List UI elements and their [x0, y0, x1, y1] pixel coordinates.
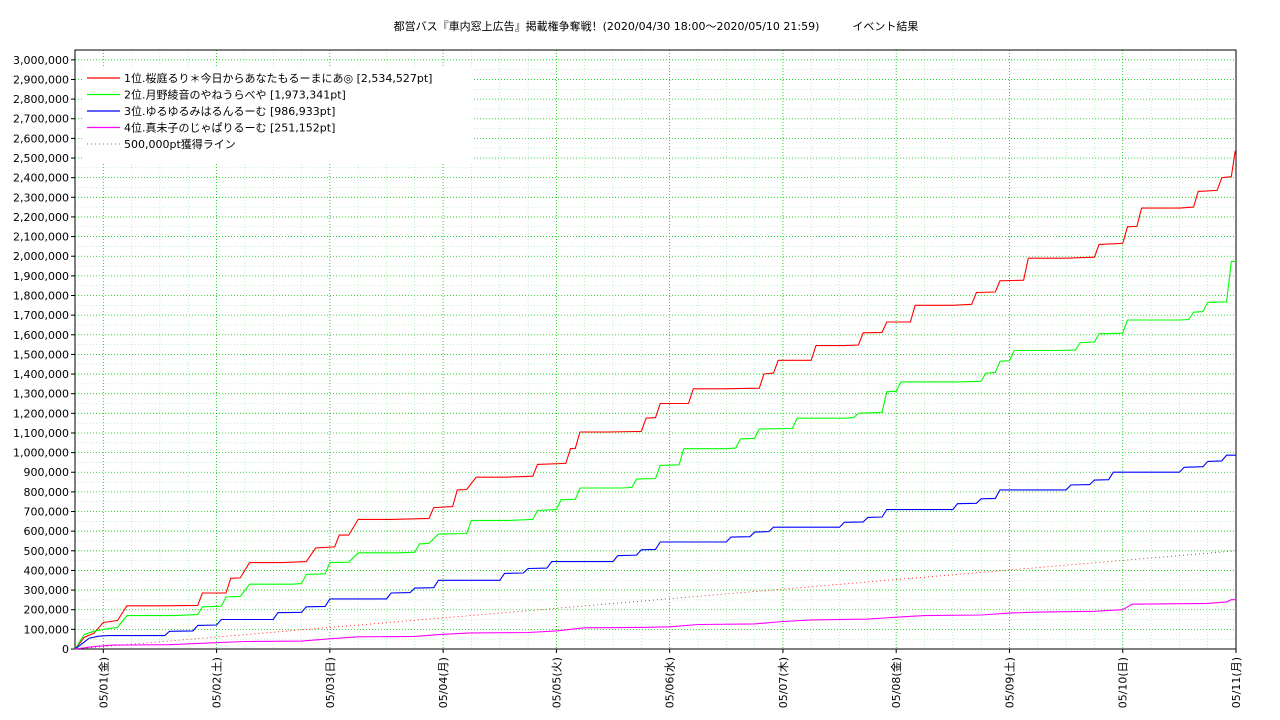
legend: 1位.桜庭るり＊今日からあなたもるーまにあ◎ [2,534,527pt] 2位.月… — [82, 66, 472, 163]
y-tick-label: 2,700,000 — [13, 113, 69, 126]
x-tick-label: 05/02(土) — [211, 657, 224, 708]
y-tick-label: 2,100,000 — [13, 231, 69, 244]
y-tick-label: 1,000,000 — [13, 447, 69, 460]
series-line-3 — [74, 454, 1236, 650]
y-tick-label: 100,000 — [24, 623, 70, 636]
x-tick-label: 05/01(金) — [96, 657, 110, 708]
y-tick-label: 2,600,000 — [13, 132, 69, 145]
plot-frame — [74, 49, 1237, 650]
legend-entry: 4位.真未子のじゃぱりるーむ [251,152pt] — [124, 121, 335, 135]
y-tick-label: 1,600,000 — [13, 329, 69, 342]
y-tick-label: 2,800,000 — [13, 93, 69, 106]
y-tick-label: 600,000 — [24, 525, 70, 538]
y-tick-label: 1,300,000 — [13, 388, 69, 401]
legend-entry: 2位.月野綾音のやねうらべや [1,973,341pt] — [124, 88, 346, 102]
y-tick-label: 2,000,000 — [13, 250, 69, 263]
series-line-1 — [74, 150, 1236, 650]
x-tick-label: 05/07(木) — [777, 657, 790, 708]
y-tick-label: 1,700,000 — [13, 309, 69, 322]
y-tick-label: 200,000 — [24, 604, 70, 617]
y-tick-label: 1,200,000 — [13, 407, 69, 420]
y-tick-label: 3,000,000 — [13, 54, 69, 67]
y-tick-label: 400,000 — [24, 564, 70, 577]
x-tick-label: 05/09(土) — [1003, 657, 1016, 708]
x-tick-label: 05/03(日) — [324, 657, 337, 708]
legend-box — [82, 66, 472, 163]
y-tick-label: 2,500,000 — [13, 152, 69, 165]
y-tick-label: 1,900,000 — [13, 270, 69, 283]
y-tick-label: 1,400,000 — [13, 368, 69, 381]
y-tick-label: 1,500,000 — [13, 348, 69, 361]
y-tick-label: 2,400,000 — [13, 172, 69, 185]
y-tick-label: 0 — [62, 643, 69, 656]
legend-entry: 3位.ゆるゆるみはるんるーむ [986,933pt] — [124, 104, 335, 118]
y-tick-label: 800,000 — [24, 486, 70, 499]
series-line-2 — [74, 260, 1236, 650]
legend-entry: 1位.桜庭るり＊今日からあなたもるーまにあ◎ [2,534,527pt] — [124, 71, 432, 85]
x-tick-label: 05/05(火) — [550, 657, 563, 708]
x-tick-label: 05/06(水) — [664, 657, 677, 708]
y-tick-label: 700,000 — [24, 506, 70, 519]
chart-title: 都営バス『車内窓上広告』掲載権争奪戦！(2020/04/30 18:00～202… — [393, 20, 919, 33]
y-tick-label: 2,900,000 — [13, 73, 69, 86]
series-line-4 — [74, 599, 1236, 650]
y-tick-label: 2,300,000 — [13, 191, 69, 204]
y-tick-label: 1,100,000 — [13, 427, 69, 440]
legend-entry: 500,000pt獲得ライン — [124, 138, 236, 151]
x-tick-label: 05/08(金) — [889, 657, 903, 708]
y-tick-label: 900,000 — [24, 466, 70, 479]
y-tick-label: 2,200,000 — [13, 211, 69, 224]
y-tick-label: 500,000 — [24, 545, 70, 558]
y-tick-label: 300,000 — [24, 584, 70, 597]
series-layer — [74, 150, 1237, 650]
x-tick-label: 05/11(月) — [1230, 657, 1243, 708]
x-tick-label: 05/10(日) — [1117, 657, 1130, 708]
axis-layer: 0 100,000 200,000 300,000 400,000 500,000 600,… — [13, 49, 1243, 708]
y-tick-label: 1,800,000 — [13, 289, 69, 302]
x-tick-label: 05/04(月) — [437, 657, 450, 708]
